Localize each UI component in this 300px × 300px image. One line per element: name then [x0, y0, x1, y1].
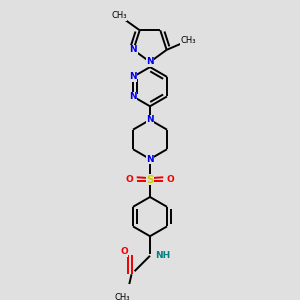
- Text: S: S: [146, 175, 154, 185]
- Text: N: N: [129, 72, 137, 81]
- Text: N: N: [146, 57, 154, 66]
- Text: NH: NH: [155, 251, 171, 260]
- Text: O: O: [167, 175, 174, 184]
- Text: CH₃: CH₃: [181, 36, 196, 45]
- Text: N: N: [146, 115, 154, 124]
- Text: CH₃: CH₃: [111, 11, 127, 20]
- Text: N: N: [130, 45, 137, 54]
- Text: CH₃: CH₃: [114, 293, 130, 300]
- Text: O: O: [120, 247, 128, 256]
- Text: N: N: [129, 92, 137, 101]
- Text: O: O: [126, 175, 134, 184]
- Text: N: N: [146, 154, 154, 164]
